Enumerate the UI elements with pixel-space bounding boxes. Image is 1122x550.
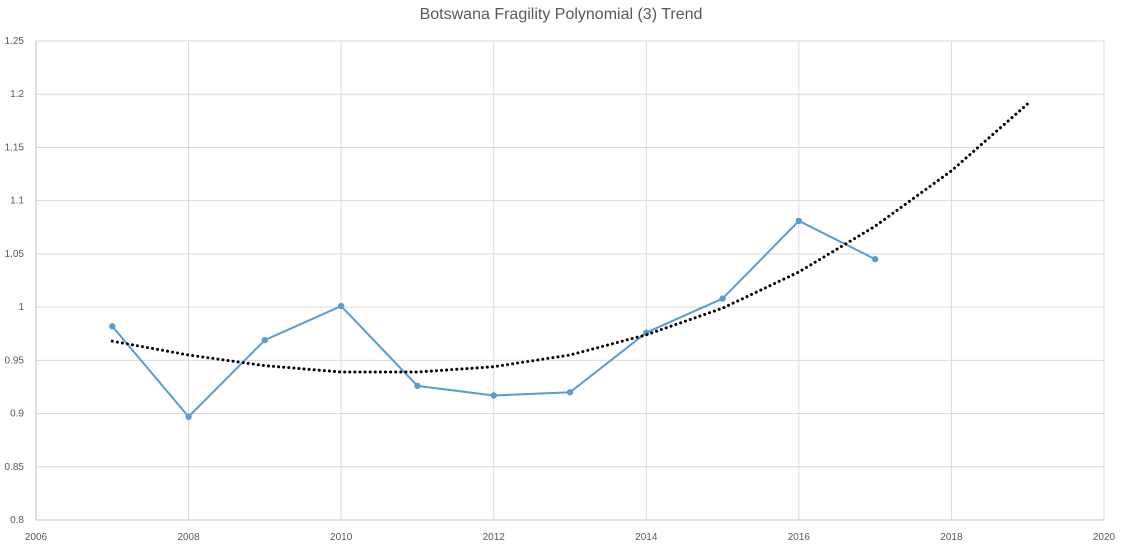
y-tick-label: 1.2	[10, 89, 24, 100]
x-tick-label: 2008	[177, 532, 200, 543]
x-tick-label: 2018	[940, 532, 963, 543]
data-point	[185, 413, 192, 420]
gridlines	[35, 40, 1105, 521]
series-layer	[109, 102, 1030, 420]
y-tick-label: 1.1	[10, 196, 24, 207]
data-point	[261, 336, 269, 344]
x-tick-label: 2010	[330, 532, 353, 543]
data-point	[795, 217, 803, 225]
y-tick-label: 0.85	[5, 462, 25, 473]
data-point	[566, 389, 574, 396]
trendline-series	[110, 102, 1030, 374]
x-tick-labels: 2006 2008 2010 2012 2014 2016 2018 2020	[25, 532, 1116, 543]
x-tick-label: 2014	[635, 532, 658, 543]
data-point	[414, 382, 421, 390]
chart-title: Botswana Fragility Polynomial (3) Trend	[419, 6, 703, 23]
y-tick-label: 0.8	[10, 515, 24, 526]
data-point	[719, 295, 726, 302]
data-point	[490, 392, 497, 399]
x-tick-label: 2006	[25, 532, 48, 543]
x-tick-label: 2020	[1093, 532, 1116, 543]
y-tick-label: 1.05	[5, 249, 25, 260]
y-tick-labels: 0.8 0.85 0.9 0.95 1 1.05 1.1 1.15 1.2 1.25	[5, 36, 25, 526]
y-tick-label: 0.95	[5, 355, 25, 366]
y-tick-label: 1	[18, 302, 24, 313]
x-tick-label: 2012	[483, 532, 506, 543]
axes	[35, 41, 1104, 521]
y-tick-label: 1.25	[5, 36, 25, 47]
data-point	[871, 256, 879, 263]
x-tick-label: 2016	[788, 532, 811, 543]
data-point	[337, 302, 345, 310]
data-point	[109, 323, 116, 330]
y-tick-label: 0.9	[10, 409, 24, 420]
y-tick-label: 1.15	[5, 142, 25, 153]
